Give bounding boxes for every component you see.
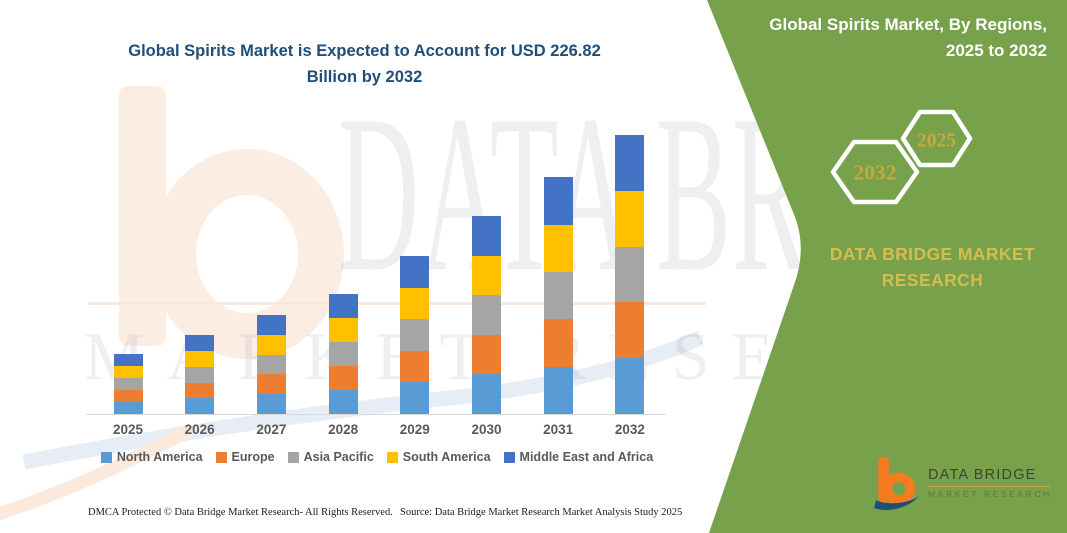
legend-swatch-europe (215, 451, 227, 463)
legend-label-middle-east-and-africa: Middle East and Africa (519, 450, 654, 464)
legend-swatch-south-america (386, 451, 398, 463)
logo-subtitle: MARKET RESEARCH (928, 489, 1052, 499)
south-america-segment-2028 (328, 318, 358, 343)
asia-pacific-segment-2030 (472, 295, 501, 335)
middle-east-and-africa-segment-2028 (328, 294, 358, 319)
legend-swatch-north-america (100, 451, 112, 463)
logo-b-icon (874, 457, 920, 510)
europe-segment-2025 (113, 389, 143, 402)
europe-segment-2031 (543, 319, 573, 367)
logo-text-block: DATA BRIDGE MARKET RESEARCH (928, 457, 1050, 499)
footer-source-text: Source: Data Bridge Market Research Mark… (400, 507, 683, 518)
company-logo: DATA BRIDGE MARKET RESEARCH (874, 457, 1050, 513)
south-america-segment-2029 (400, 287, 430, 320)
middle-east-and-africa-segment-2031 (543, 177, 573, 225)
europe-segment-2030 (472, 334, 501, 375)
north-america-segment-2032 (615, 358, 645, 414)
middle-east-and-africa-segment-2030 (472, 216, 501, 256)
legend-swatch-middle-east-and-africa (503, 451, 515, 463)
x-axis-line (86, 414, 666, 415)
north-america-segment-2029 (400, 382, 430, 414)
asia-pacific-segment-2029 (400, 319, 430, 351)
europe-segment-2026 (185, 382, 215, 399)
panel-heading-line1: Global Spirits Market, By Regions, (769, 15, 1047, 34)
panel-heading: Global Spirits Market, By Regions, 2025 … (747, 12, 1047, 65)
x-label-2030: 2030 (471, 422, 502, 437)
hexagon-2032-label: 2032 (854, 161, 897, 185)
hexagon-badges: 2032 2025 (830, 109, 973, 205)
middle-east-and-africa-segment-2026 (185, 335, 215, 352)
legend-label-europe: Europe (231, 450, 275, 464)
asia-pacific-segment-2032 (615, 246, 645, 303)
south-america-segment-2026 (185, 351, 215, 367)
x-label-2027: 2027 (256, 422, 287, 437)
stacked-bar-chart: 2025 2026 2027 2028 2029 2030 2031 2032 North A… (86, 120, 666, 464)
x-label-2028: 2028 (328, 422, 359, 437)
asia-pacific-segment-2027 (256, 354, 286, 375)
south-america-segment-2025 (113, 365, 143, 378)
chart-title-line2: Billion by 2032 (306, 68, 423, 87)
legend-label-asia-pacific: Asia Pacific (303, 450, 374, 464)
north-america-segment-2031 (543, 366, 573, 414)
x-label-2026: 2026 (184, 422, 215, 437)
x-label-2031: 2031 (543, 422, 574, 437)
europe-segment-2027 (256, 374, 286, 395)
legend-item-asia-pacific: Asia Pacific (287, 450, 374, 464)
bar-2030 (472, 216, 501, 414)
legend-item-middle-east-and-africa: Middle East and Africa (503, 450, 654, 464)
brand-line1: DATA BRIDGE MARKET (829, 244, 1036, 264)
north-america-segment-2026 (185, 398, 215, 414)
x-axis-labels: 2025 2026 2027 2028 2029 2030 2031 2032 (88, 422, 666, 442)
north-america-segment-2027 (256, 394, 286, 414)
asia-pacific-segment-2028 (328, 342, 358, 367)
chart-legend: North America Europe Asia Pacific South Ame… (88, 450, 666, 464)
europe-segment-2029 (400, 350, 430, 383)
asia-pacific-segment-2026 (185, 366, 215, 383)
hexagon-2025-label: 2025 (917, 131, 956, 152)
europe-segment-2028 (328, 366, 358, 391)
chart-title-line1: Global Spirits Market is Expected to Acc… (128, 42, 601, 60)
legend-swatch-asia-pacific (287, 451, 299, 463)
south-america-segment-2030 (472, 255, 501, 296)
middle-east-and-africa-segment-2029 (400, 256, 430, 288)
x-label-2032: 2032 (614, 422, 645, 437)
south-america-segment-2032 (615, 190, 645, 247)
bar-2029 (400, 256, 430, 414)
asia-pacific-segment-2031 (543, 272, 573, 320)
north-america-segment-2025 (113, 401, 143, 414)
logo-title: DATA BRIDGE (928, 467, 1037, 483)
middle-east-and-africa-segment-2027 (256, 315, 286, 335)
bar-2025 (113, 353, 143, 414)
logo-divider (928, 486, 1050, 487)
footer-dmca-text: DMCA Protected © Data Bridge Market Rese… (88, 507, 393, 518)
bar-2031 (543, 177, 573, 414)
brand-line2: RESEARCH (881, 270, 984, 291)
legend-item-south-america: South America (386, 450, 491, 464)
legend-label-north-america: North America (116, 450, 203, 464)
legend-label-south-america: South America (402, 450, 491, 464)
north-america-segment-2028 (328, 390, 358, 414)
bar-2032 (615, 135, 645, 414)
middle-east-and-africa-segment-2032 (615, 135, 645, 191)
bar-2028 (328, 294, 358, 414)
bars-layer (88, 120, 666, 414)
chart-title: Global Spirits Market is Expected to Acc… (92, 38, 637, 91)
europe-segment-2032 (615, 302, 645, 359)
brand-wordmark: DATA BRIDGE MARKET RESEARCH (810, 241, 1055, 294)
panel-heading-line2: 2025 to 2032 (945, 41, 1047, 61)
x-label-2029: 2029 (399, 422, 430, 437)
x-label-2025: 2025 (112, 422, 144, 437)
asia-pacific-segment-2025 (113, 377, 143, 390)
bar-2026 (185, 335, 215, 414)
legend-item-north-america: North America (100, 450, 203, 464)
north-america-segment-2030 (472, 374, 501, 414)
south-america-segment-2031 (543, 224, 573, 273)
south-america-segment-2027 (256, 334, 286, 355)
bar-2027 (256, 315, 286, 414)
legend-item-europe: Europe (215, 450, 275, 464)
middle-east-and-africa-segment-2025 (113, 353, 143, 366)
